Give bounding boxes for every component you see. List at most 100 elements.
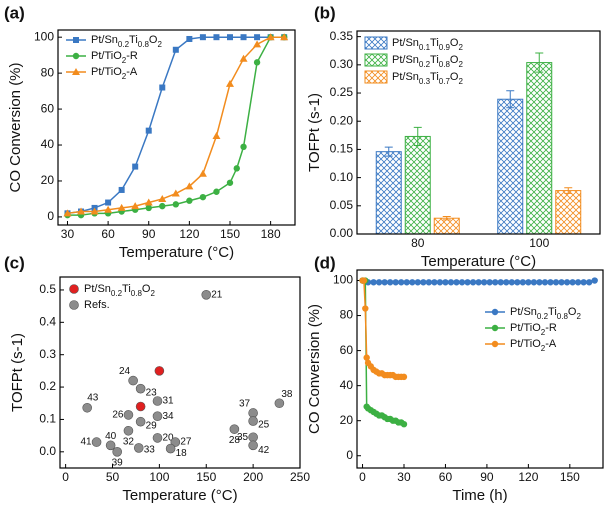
marker — [171, 189, 180, 197]
y-tick-label: 0.4 — [39, 314, 56, 328]
marker — [425, 279, 433, 286]
marker — [118, 186, 125, 193]
legend-label: Pt/Sn0.2Ti0.8O2 — [510, 306, 581, 321]
y-tick-label: 0.1 — [39, 412, 56, 426]
marker — [492, 279, 499, 286]
x-tick-label: 80 — [411, 236, 425, 250]
marker — [144, 198, 153, 206]
y-tick-label: 80 — [340, 308, 354, 322]
y-tick-label: 0.30 — [330, 57, 354, 71]
plot-frame — [59, 276, 301, 469]
marker — [398, 279, 405, 286]
y-tick-label: 0.5 — [39, 282, 56, 296]
point — [170, 437, 181, 447]
marker — [420, 279, 427, 286]
marker — [362, 305, 369, 312]
point-label: 43 — [87, 392, 99, 403]
point-label: 21 — [211, 289, 223, 300]
series-line — [67, 36, 285, 216]
marker — [469, 279, 477, 286]
y-tick-label: 0.00 — [330, 226, 354, 240]
marker — [158, 194, 167, 202]
x-tick-label: 0 — [359, 470, 366, 484]
marker — [569, 279, 576, 286]
panel-label: (b) — [314, 3, 336, 22]
marker — [381, 279, 388, 286]
x-tick-label: 250 — [290, 470, 310, 484]
marker — [386, 279, 394, 286]
point — [135, 416, 146, 427]
marker — [409, 279, 416, 286]
y-axis-title: CO Conversion (%) — [306, 304, 323, 434]
marker — [159, 84, 166, 91]
x-tick-label: 50 — [106, 470, 120, 484]
x-tick-label: 200 — [243, 470, 263, 484]
legend-swatch — [364, 36, 388, 50]
marker — [213, 188, 220, 195]
x-axis-title: Temperature (°C) — [122, 487, 237, 504]
marker — [375, 279, 383, 286]
x-tick-label: 0 — [62, 470, 69, 484]
marker — [186, 35, 193, 42]
point-label: 39 — [112, 457, 124, 468]
x-tick-label: 90 — [480, 470, 494, 484]
point — [154, 366, 165, 376]
marker — [363, 354, 370, 361]
legend-label: Pt/TiO2-A — [91, 66, 138, 81]
point-label: 35 — [237, 432, 249, 443]
y-tick-label: 0.2 — [39, 379, 56, 393]
point-label: 40 — [105, 431, 117, 442]
marker — [447, 279, 455, 286]
marker — [480, 279, 488, 286]
y-tick-label: 0.20 — [330, 113, 354, 127]
y-tick-label: 0.10 — [330, 170, 354, 184]
marker — [591, 277, 598, 284]
point — [135, 383, 146, 394]
legend-label: Pt/Sn0.2Ti0.8O2 — [84, 283, 155, 298]
marker — [90, 207, 99, 215]
y-axis-title: TOFPt (s-1) — [9, 333, 26, 412]
y-tick-label: 20 — [41, 173, 55, 187]
marker — [212, 132, 221, 140]
point — [248, 440, 258, 451]
x-tick-label: 100 — [529, 236, 549, 250]
legend-label: Pt/TiO2-A — [510, 338, 557, 353]
point-label: 25 — [258, 420, 270, 431]
marker — [77, 207, 86, 215]
legend-marker — [73, 37, 79, 43]
point — [123, 410, 134, 420]
bar — [375, 151, 402, 235]
point — [248, 432, 258, 443]
legend-marker — [72, 68, 80, 75]
y-tick-label: 40 — [340, 378, 354, 392]
marker — [280, 33, 289, 41]
x-tick-label: 150 — [220, 227, 240, 241]
x-tick-label: 150 — [560, 470, 580, 484]
bar — [404, 135, 431, 235]
marker — [486, 279, 493, 286]
panel-label: (d) — [314, 253, 336, 272]
point-label: 26 — [112, 410, 124, 421]
x-tick-label: 180 — [261, 227, 281, 241]
marker — [453, 279, 460, 286]
legend-label: Pt/TiO2-R — [91, 50, 138, 65]
marker — [213, 34, 220, 41]
y-tick-label: 100 — [333, 273, 353, 287]
marker — [199, 193, 207, 201]
legend-label: Pt/Sn0.3Ti0.7O2 — [392, 71, 463, 86]
marker — [585, 279, 593, 286]
marker — [519, 279, 527, 286]
legend-label: Refs. — [84, 299, 110, 311]
point — [248, 416, 258, 426]
marker — [226, 179, 234, 186]
point-label: 38 — [281, 389, 293, 400]
point-label: 31 — [163, 396, 175, 407]
x-axis-title: Time (h) — [452, 487, 507, 504]
marker — [414, 279, 422, 286]
point — [201, 290, 212, 300]
bar — [555, 190, 582, 235]
marker — [431, 279, 438, 286]
marker — [497, 279, 504, 286]
marker — [436, 279, 444, 286]
